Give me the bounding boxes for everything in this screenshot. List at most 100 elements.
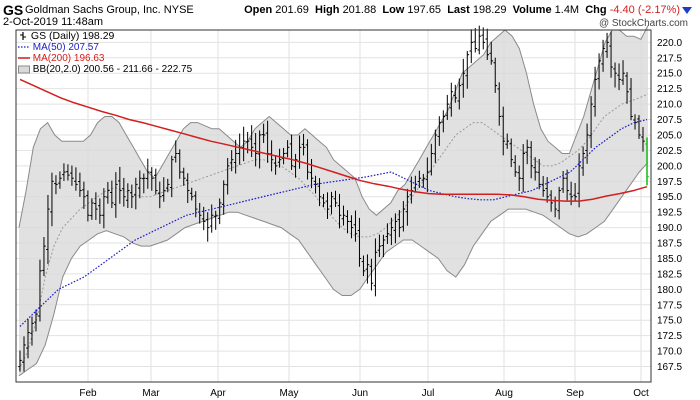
chart-frame	[15, 29, 652, 383]
ohlc-bar	[42, 237, 46, 277]
ohlc-bar	[353, 210, 358, 242]
x-axis-ticks: Feb Mar Apr May Jun Jul Aug Sep Oct	[79, 388, 649, 399]
ohlc-bar	[441, 110, 446, 133]
volume-label: Volume	[512, 4, 552, 16]
x-tick-label: Aug	[495, 388, 513, 399]
ohlc-bar	[533, 157, 537, 181]
moving-averages	[19, 78, 648, 327]
ohlc-bar	[469, 29, 474, 64]
legend-ma200: MA(200) 196.63	[18, 53, 192, 64]
ohlc-bar	[481, 27, 486, 50]
ohlc-bar	[337, 193, 342, 229]
ohlc-bar	[333, 190, 338, 207]
x-tick-label: Oct	[633, 388, 649, 399]
ohlc-bar	[541, 176, 545, 197]
ohlc-bar	[637, 115, 641, 139]
ohlc-bar	[118, 166, 122, 204]
ohlc-bar	[130, 184, 134, 209]
ohlc-bar	[285, 140, 290, 158]
ohlc-bar	[389, 217, 394, 246]
legend-bb-label: BB(20,2.0) 200.56 - 211.66 - 222.75	[32, 64, 193, 75]
ohlc-bar	[449, 82, 454, 117]
solid-line-swatch-icon	[18, 57, 30, 60]
ohlc-bar	[385, 223, 390, 244]
ohlc-bar	[217, 198, 222, 225]
chart-header: GS Goldman Sachs Group, Inc. NYSE 2-Oct-…	[0, 0, 700, 30]
y-tick-label: 207.5	[657, 115, 682, 126]
ohlc-bar	[309, 159, 314, 189]
ohlc-bar	[34, 309, 38, 332]
ohlc-bar	[86, 190, 90, 222]
ohlc-bar	[453, 84, 458, 103]
ohlc-bar	[485, 28, 490, 61]
ohlc-bar	[173, 140, 178, 163]
ohlc-bar	[229, 150, 234, 172]
ohlc-bars	[18, 25, 649, 372]
x-tick-label: Sep	[566, 388, 584, 399]
ohlc-bar	[281, 147, 286, 165]
down-arrow-icon	[682, 7, 692, 14]
dotted-line-swatch-icon	[18, 46, 30, 48]
ohlc-bar	[138, 170, 142, 199]
ohlc-bar	[205, 212, 210, 242]
ohlc-bar	[50, 172, 54, 227]
ohlc-bar	[497, 82, 502, 126]
y-tick-label: 175.0	[657, 316, 682, 327]
y-tick-label: 182.5	[657, 269, 682, 280]
ohlc-bar	[561, 170, 565, 193]
ohlc-bar	[122, 177, 126, 207]
ohlc-bar	[401, 201, 406, 232]
y-axis-ticks: 167.5 170.0 172.5 175.0 177.5 180.0 182.5 185.0…	[657, 38, 682, 373]
y-tick-label: 220.0	[657, 38, 682, 49]
ohlc-bar	[545, 177, 549, 203]
y-tick-label: 200.0	[657, 161, 682, 172]
ohlc-bar	[289, 134, 294, 170]
quote-datetime: 2-Oct-2019 11:48am	[3, 16, 104, 28]
bollinger-lower-line	[18, 162, 649, 377]
ohlc-bar	[565, 169, 569, 201]
y-tick-label: 210.0	[657, 100, 682, 111]
ohlc-bar	[517, 165, 522, 191]
y-tick-label: 187.5	[657, 239, 682, 250]
ohlc-bar	[305, 139, 310, 180]
ohlc-bar	[98, 198, 102, 224]
ohlc-bar	[405, 188, 410, 226]
ohlc-bar	[233, 139, 238, 174]
low-label: Low	[382, 4, 405, 16]
y-tick-label: 167.5	[657, 362, 682, 373]
ohlc-bar	[605, 32, 609, 58]
exchange-label: NYSE	[163, 4, 194, 16]
ohlc-bar	[593, 66, 597, 117]
ohlc-bar	[505, 133, 510, 149]
ohlc-bar	[433, 129, 438, 163]
x-tick-label: Apr	[210, 388, 226, 399]
chg-value: -4.40 (-2.17%)	[609, 4, 680, 16]
legend-ma200-label: MA(200) 196.63	[32, 53, 105, 64]
y-tick-label: 205.0	[657, 130, 682, 141]
brand-watermark: @ StockCharts.com	[598, 18, 688, 29]
ohlc-bar	[22, 336, 26, 372]
ohlc-bar	[465, 50, 470, 89]
x-tick-label: Jul	[422, 388, 435, 399]
ohlc-bar	[457, 78, 462, 110]
ma50-line	[19, 118, 648, 327]
ohlc-bar	[365, 254, 370, 284]
ticker-symbol: GS	[3, 2, 24, 18]
ohlc-bar	[425, 157, 430, 193]
ohlc-bar	[58, 171, 62, 189]
y-tick-label: 170.0	[657, 347, 682, 358]
ohlc-bar	[249, 125, 254, 158]
ohlc-bar	[157, 181, 162, 209]
ohlc-bar	[102, 188, 106, 229]
ohlc-bar-last	[645, 137, 649, 186]
y-tick-label: 177.5	[657, 300, 682, 311]
ohlc-bar	[377, 234, 382, 257]
ohlc-bar	[277, 148, 282, 168]
y-tick-label: 172.5	[657, 331, 682, 342]
ohlc-bar	[90, 198, 94, 220]
plot-border	[15, 29, 652, 383]
volume-value: 1.4M	[554, 4, 580, 16]
ohlc-bar	[66, 164, 70, 181]
ohlc-bar	[94, 192, 98, 220]
ohlc-bar	[213, 210, 218, 230]
